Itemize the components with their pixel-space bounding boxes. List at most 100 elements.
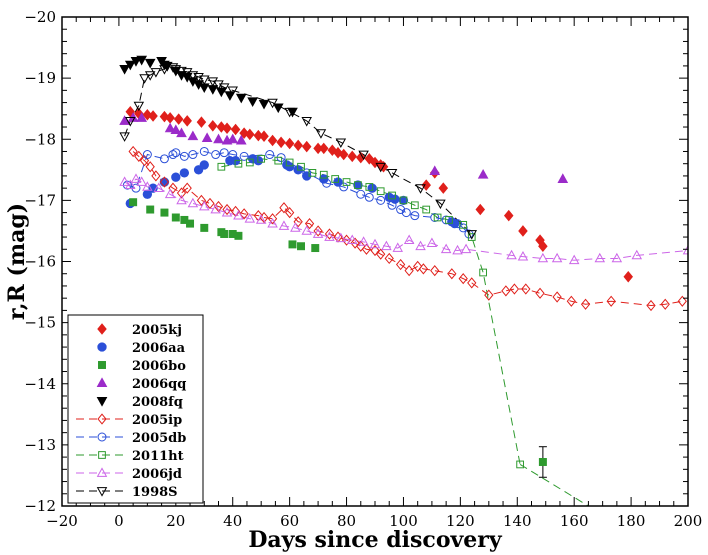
data-point-2006jd: [346, 234, 358, 244]
data-point-2005ip: [430, 265, 440, 277]
data-point-2005ip: [159, 176, 170, 188]
data-point-2006aa: [398, 195, 409, 206]
data-point-2005db: [396, 205, 406, 215]
data-point-1998S: [150, 68, 162, 78]
data-point-2006jd: [255, 214, 267, 224]
series-2008fq: [119, 55, 298, 118]
data-point-2011ht: [422, 205, 431, 214]
x-tick-label: 140: [503, 512, 532, 530]
data-point-1998S: [159, 65, 170, 75]
data-point-2005kj: [538, 240, 548, 252]
data-point-2005db: [441, 215, 451, 225]
legend-marker: [98, 451, 106, 459]
data-point-2006jd: [415, 240, 426, 251]
series-2005kj: [125, 105, 634, 283]
data-point-2005kj: [293, 139, 303, 152]
data-point-1998S: [144, 71, 156, 81]
data-point-2005db: [265, 150, 275, 160]
data-point-2005ip: [552, 291, 562, 303]
data-point-2005kj: [267, 134, 278, 147]
legend-label: 2006jd: [132, 467, 182, 482]
data-point-2008fq: [119, 64, 130, 75]
data-point-2011ht: [245, 158, 254, 167]
data-point-2005ip: [324, 228, 335, 240]
data-point-2005ip: [139, 155, 150, 167]
data-point-2006jd: [631, 249, 643, 260]
data-point-2006bo: [311, 244, 320, 253]
data-point-2005ip: [182, 182, 192, 194]
data-point-2006jd: [506, 249, 517, 260]
data-point-2005ip: [395, 258, 406, 271]
y-tick-label: −16: [24, 253, 56, 271]
data-point-2006jd: [164, 188, 176, 199]
data-point-2006jd: [187, 197, 199, 208]
data-point-2005kj: [301, 140, 312, 153]
y-tick-label: −14: [24, 375, 56, 393]
data-point-2005ip: [356, 240, 366, 252]
legend: 2005kj 2006aa 2006bo 2006qq 2008fq 2005ip 2005…: [67, 314, 204, 504]
legend-item-2005db: 2005db: [76, 431, 186, 446]
data-point-1998S: [176, 66, 187, 77]
data-point-2005ip: [128, 145, 138, 158]
data-point-2005db: [364, 192, 374, 202]
data-point-2006jd: [551, 252, 563, 263]
legend-label: 2008fq: [132, 395, 183, 410]
data-point-2005ip: [284, 206, 295, 219]
data-point-2005kj: [196, 116, 207, 128]
x-tick-label: 40: [223, 512, 242, 530]
data-point-2005kj: [421, 179, 431, 191]
data-point-2005kj: [475, 203, 486, 216]
series-line-2006jd: [124, 178, 688, 261]
legend-marker: [97, 413, 107, 425]
data-point-2005ip: [176, 187, 187, 199]
data-point-2006jd: [381, 240, 392, 251]
data-point-2011ht: [308, 169, 317, 177]
data-point-1998S: [466, 230, 478, 240]
data-point-2005ip: [293, 216, 303, 228]
x-tick-label: 120: [446, 512, 475, 530]
data-point-2005ip: [404, 265, 414, 277]
data-point-2005db: [453, 219, 463, 229]
data-point-2005ip: [447, 268, 457, 280]
series-2006qq: [119, 112, 569, 183]
data-series: [119, 55, 688, 506]
data-point-2005ip: [535, 287, 545, 299]
data-point-2006aa: [171, 172, 181, 182]
legend-label: 2005kj: [132, 323, 182, 338]
axis-ticks: −20 0 20 40 60 80 100 120 140 160 180 200 −20 −19 −18 −…: [24, 8, 702, 530]
data-point-2005kj: [230, 123, 241, 136]
data-point-2005ip: [418, 263, 429, 275]
data-point-2005ip: [239, 208, 249, 220]
data-point-2006qq: [170, 124, 182, 135]
series-2005db: [122, 146, 474, 239]
data-point-2011ht: [331, 175, 340, 183]
series-2006jd: [119, 173, 688, 265]
data-point-2005db: [376, 195, 386, 205]
data-point-2005ip: [484, 289, 494, 301]
legend-marker: [97, 342, 107, 352]
data-point-2005ip: [646, 299, 656, 312]
data-point-2005kj: [142, 109, 153, 121]
data-point-2006jd: [267, 217, 278, 228]
data-point-2011ht: [445, 216, 453, 224]
data-point-2006jd: [119, 176, 130, 186]
data-point-2005kj: [276, 136, 286, 149]
legend-label: 2006aa: [132, 341, 186, 356]
data-point-1998S: [284, 107, 295, 118]
data-point-2005db: [401, 208, 411, 218]
data-point-2006jd: [210, 203, 221, 214]
data-point-2005ip: [134, 150, 144, 162]
x-tick-label: 100: [389, 512, 418, 530]
data-point-2005ip: [467, 277, 477, 289]
data-point-2005db: [322, 178, 332, 188]
data-point-2008fq: [272, 103, 284, 114]
x-tick-label: 0: [114, 512, 124, 530]
data-point-2011ht: [388, 191, 396, 200]
data-point-2011ht: [274, 156, 283, 165]
data-point-2005kj: [259, 130, 269, 142]
data-point-1998S: [301, 117, 312, 127]
data-point-2011ht: [217, 162, 226, 171]
data-point-2008fq: [216, 87, 227, 98]
x-tick-label: 20: [166, 512, 185, 530]
